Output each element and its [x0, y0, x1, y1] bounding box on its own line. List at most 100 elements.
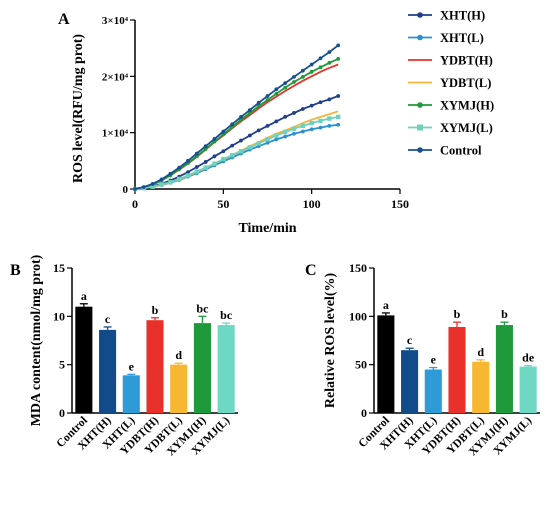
data-point — [327, 116, 332, 121]
data-point — [229, 153, 235, 158]
legend-marker — [417, 147, 423, 153]
significance-letter: e — [129, 359, 135, 373]
data-point — [274, 133, 279, 138]
data-point — [247, 145, 253, 150]
panel-label: B — [10, 262, 21, 279]
data-point — [194, 165, 199, 169]
panel-label: C — [305, 262, 317, 279]
data-point — [327, 97, 332, 102]
data-point — [318, 65, 323, 70]
data-point — [336, 56, 341, 61]
legend-label: XYMJ(L) — [440, 121, 493, 135]
significance-letter: e — [431, 353, 437, 367]
data-point — [318, 118, 323, 124]
bar — [424, 369, 442, 413]
data-point — [203, 160, 208, 164]
data-point — [168, 171, 173, 176]
data-point — [292, 80, 296, 84]
x-tick-label: 50 — [217, 197, 229, 211]
data-point — [159, 182, 164, 187]
data-point — [274, 137, 279, 142]
data-point — [300, 129, 305, 134]
y-axis-title: ROS level(RFU/mg prot) — [71, 34, 86, 183]
data-point — [283, 81, 288, 85]
x-tick-label: 0 — [132, 197, 138, 211]
y-tick-label: 0 — [59, 406, 65, 420]
significance-letter: de — [522, 351, 535, 365]
significance-letter: c — [105, 312, 111, 326]
bar — [75, 306, 93, 413]
data-point — [239, 114, 243, 119]
bar — [217, 325, 235, 413]
data-point — [159, 177, 164, 182]
data-point — [177, 165, 182, 170]
y-tick-label: 10 — [53, 309, 65, 323]
data-point — [300, 107, 305, 111]
data-point — [327, 50, 332, 55]
x-tick-label: 150 — [391, 197, 409, 211]
y-tick-label: 15 — [53, 261, 65, 275]
data-point — [300, 123, 306, 129]
data-point — [238, 149, 244, 154]
panel-label: A — [58, 11, 70, 28]
data-point — [256, 104, 261, 109]
legend-marker — [417, 102, 423, 108]
legend-marker — [417, 12, 423, 18]
bar — [146, 320, 164, 413]
data-point — [239, 138, 243, 143]
significance-letter: b — [454, 307, 461, 321]
data-point — [265, 94, 270, 98]
data-point — [309, 69, 314, 74]
data-point — [318, 125, 323, 130]
bar — [122, 375, 140, 413]
data-point — [256, 141, 261, 146]
significance-letter: d — [477, 345, 484, 359]
data-point — [309, 103, 314, 108]
data-point — [150, 182, 155, 186]
data-point — [265, 98, 270, 102]
data-point — [336, 43, 341, 48]
data-point — [168, 180, 173, 185]
significance-letter: a — [383, 298, 389, 312]
significance-letter: c — [407, 333, 413, 347]
y-tick-label: 50 — [355, 358, 367, 372]
y-tick-label: 1×10⁴ — [102, 128, 129, 140]
data-point — [194, 169, 200, 174]
data-point — [265, 140, 270, 145]
y-axis-title: Relative ROS level(%) — [323, 273, 338, 409]
legend-label: XHT(L) — [440, 31, 484, 45]
y-tick-label: 100 — [349, 309, 367, 323]
x-tick-label: 100 — [303, 197, 321, 211]
x-axis-title: Time/min — [238, 221, 296, 236]
series-line — [134, 44, 339, 190]
y-tick-label: 0 — [361, 406, 367, 420]
data-point — [212, 161, 217, 166]
data-point — [150, 184, 155, 189]
data-point — [265, 137, 270, 142]
legend-marker — [417, 124, 423, 131]
data-point — [265, 124, 270, 128]
bar — [193, 323, 211, 413]
data-point — [203, 144, 208, 149]
data-point — [327, 60, 332, 65]
legend-label: YDBT(H) — [440, 54, 493, 68]
data-point — [203, 165, 208, 170]
significance-letter: b — [501, 307, 508, 321]
series-line — [134, 95, 339, 190]
data-point — [247, 108, 252, 113]
data-point — [176, 176, 182, 182]
significance-letter: bc — [220, 308, 233, 322]
y-tick-label: 5 — [59, 358, 65, 372]
data-point — [221, 149, 226, 154]
data-point — [247, 111, 252, 115]
bar — [495, 325, 513, 413]
bar — [401, 350, 419, 413]
data-point — [221, 156, 226, 162]
bar — [99, 329, 117, 413]
data-point — [256, 128, 261, 133]
data-point — [283, 114, 288, 119]
bar — [170, 364, 188, 413]
data-point — [133, 187, 137, 191]
data-point — [274, 119, 279, 124]
